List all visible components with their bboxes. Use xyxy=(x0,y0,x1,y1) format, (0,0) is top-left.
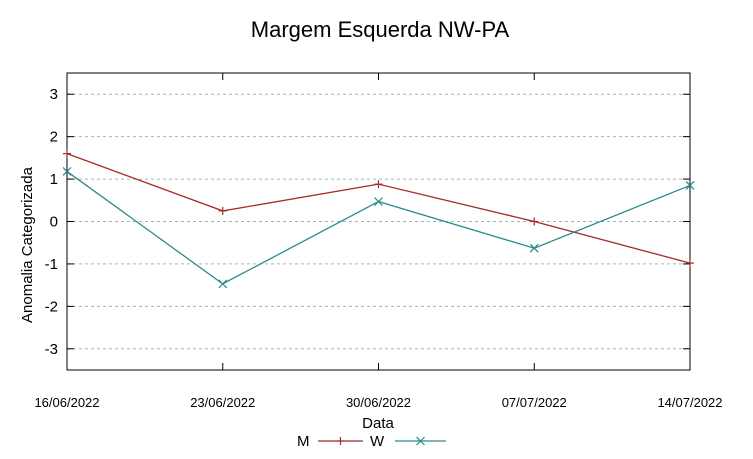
x-axis: 16/06/2022 23/06/2022 30/06/2022 07/07/2022… xyxy=(34,73,723,410)
plus-marker xyxy=(374,180,383,189)
y-tick-label: -3 xyxy=(45,341,58,358)
cross-marker xyxy=(374,197,383,206)
x-tick-label: 14/07/2022 xyxy=(657,395,722,410)
legend-label: M xyxy=(297,433,310,450)
y-tick-label: 2 xyxy=(50,129,58,146)
cross-marker xyxy=(218,279,228,289)
x-tick-label: 07/07/2022 xyxy=(502,395,567,410)
y-tick-label: -2 xyxy=(45,298,58,315)
plus-marker xyxy=(63,149,71,158)
series-layer xyxy=(62,149,695,289)
plus-marker xyxy=(530,217,539,226)
x-axis-label: Data xyxy=(362,415,394,432)
y-tick-label: 1 xyxy=(50,171,58,188)
plus-marker xyxy=(218,206,227,215)
x-tick-label: 30/06/2022 xyxy=(346,395,411,410)
series-line-m xyxy=(66,153,691,264)
y-tick-label: -1 xyxy=(45,256,58,273)
x-tick-label: 16/06/2022 xyxy=(34,395,99,410)
legend-label: W xyxy=(370,433,385,450)
cross-marker xyxy=(529,243,539,253)
cross-marker xyxy=(685,181,695,190)
plus-marker xyxy=(686,259,694,268)
y-axis: 3 2 1 0 -1 -2 -3 xyxy=(45,86,690,358)
y-tick-label: 0 xyxy=(50,214,58,231)
cross-marker xyxy=(416,436,425,446)
plus-marker xyxy=(336,437,345,445)
chart-title: Margem Esquerda NW-PA xyxy=(251,17,510,42)
x-tick-label: 23/06/2022 xyxy=(190,395,255,410)
y-tick-label: 3 xyxy=(50,86,58,103)
y-axis-label: Anomalia Categorizada xyxy=(19,166,36,323)
cross-marker xyxy=(62,167,72,176)
grid-lines xyxy=(67,93,690,350)
